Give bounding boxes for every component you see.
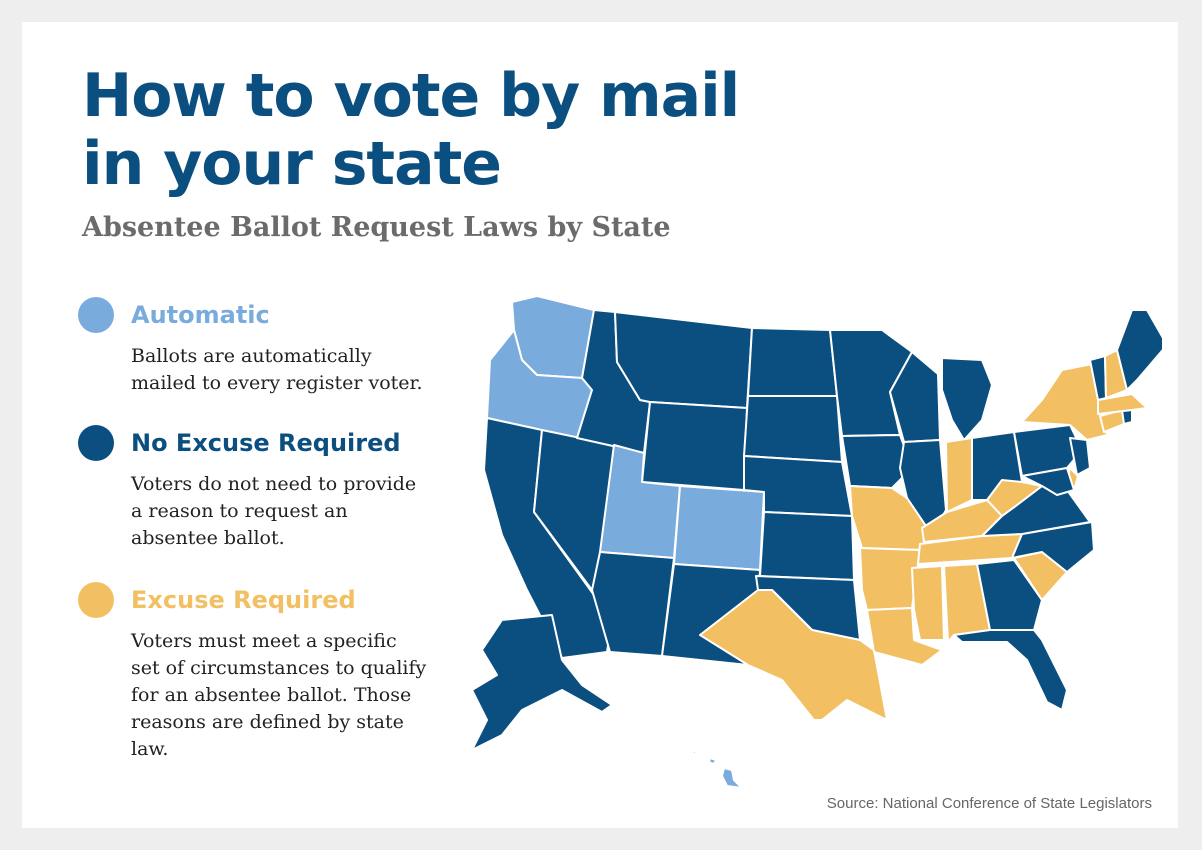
- legend-title-excuse: Excuse Required: [131, 586, 356, 614]
- legend-dot-excuse: [78, 582, 114, 618]
- state-md: [1021, 467, 1075, 496]
- state-nd: [747, 327, 838, 397]
- legend-desc-excuse: Voters must meet a specific set of circu…: [131, 630, 427, 760]
- state-wy: [641, 401, 748, 491]
- state-in: [945, 437, 973, 513]
- legend-title-automatic: Automatic: [131, 301, 270, 329]
- state-la: [866, 607, 943, 666]
- legend-dot-automatic: [78, 297, 114, 333]
- state-sd: [743, 395, 843, 463]
- page-title: How to vote by mail in your state: [82, 61, 740, 199]
- state-mt: [614, 311, 753, 409]
- page-subtitle: Absentee Ballot Request Laws by State: [82, 212, 671, 243]
- state-ak: [471, 614, 613, 751]
- infographic-card: How to vote by mail in your state Absent…: [22, 22, 1178, 828]
- state-mi: [941, 357, 993, 441]
- state-ar: [859, 547, 921, 611]
- state-nj: [1069, 437, 1091, 476]
- legend-title-no-excuse: No Excuse Required: [131, 429, 401, 457]
- state-ri: [1121, 409, 1133, 425]
- us-state-map: [471, 295, 1162, 789]
- legend-desc-no-excuse: Voters do not need to provide a reason t…: [131, 473, 417, 549]
- legend-desc-automatic: Ballots are automatically mailed to ever…: [131, 345, 423, 394]
- state-ga: [976, 559, 1043, 631]
- state-fl: [953, 629, 1068, 711]
- source-note: Source: National Conference of State Leg…: [826, 795, 1152, 812]
- state-ms: [911, 565, 945, 641]
- state-me: [1116, 309, 1162, 391]
- legend-dot-no-excuse: [78, 425, 114, 461]
- state-ma: [1097, 393, 1148, 415]
- state-ks: [759, 511, 855, 581]
- state-az: [591, 551, 675, 657]
- state-co: [673, 485, 765, 571]
- state-hi: [691, 749, 743, 789]
- state-wi: [889, 351, 941, 443]
- state-tx: [699, 589, 888, 721]
